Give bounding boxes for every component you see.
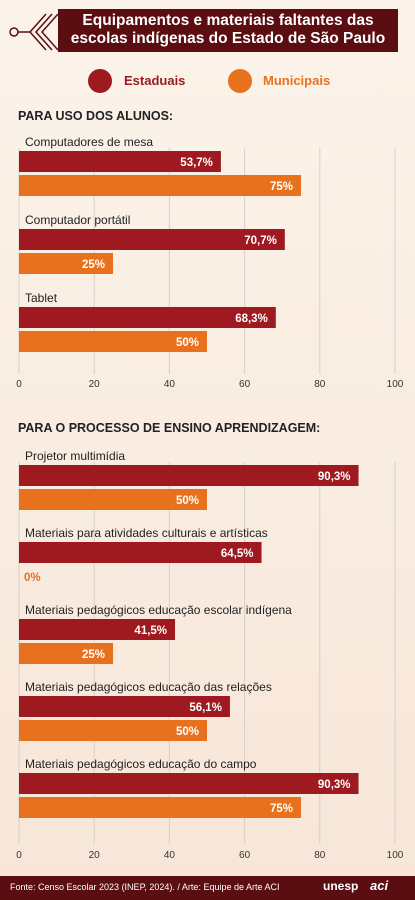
- category-label: Materiais pedagógicos educação do campo: [25, 757, 257, 771]
- category-label: Materiais para atividades culturais e ar…: [25, 526, 268, 540]
- data-label: 25%: [82, 649, 105, 661]
- footer-source: Fonte: Censo Escolar 2023 (INEP, 2024). …: [10, 882, 280, 892]
- data-label: 75%: [270, 803, 293, 815]
- legend-swatch-municipais: [228, 69, 252, 93]
- bar-estaduais: [19, 619, 176, 640]
- bar-estaduais: [19, 151, 221, 172]
- x-tick-label: 20: [89, 379, 101, 390]
- data-label: 50%: [176, 337, 199, 349]
- data-label: 0%: [24, 572, 41, 584]
- category-label: Tablet: [25, 291, 58, 305]
- data-label: 41,5%: [134, 625, 167, 637]
- x-tick-label: 40: [164, 850, 176, 861]
- bar-estaduais: [19, 465, 359, 486]
- header-ornament: [9, 13, 59, 51]
- bar-estaduais: [19, 307, 276, 328]
- bar-municipais: [19, 175, 301, 196]
- x-tick-label: 100: [387, 850, 404, 861]
- x-tick-label: 20: [89, 850, 101, 861]
- category-label: Computador portátil: [25, 213, 130, 227]
- aci-logo: aci: [370, 878, 389, 893]
- bar-municipais: [19, 797, 301, 818]
- bar-estaduais: [19, 229, 285, 250]
- chart-title-line-2: escolas indígenas do Estado de São Paulo: [70, 30, 386, 47]
- bar-municipais: [19, 489, 207, 510]
- category-label: Materiais pedagógicos educação escolar i…: [25, 603, 292, 617]
- bar-municipais: [19, 253, 113, 274]
- data-label: 90,3%: [318, 471, 351, 483]
- bar-estaduais: [19, 696, 230, 717]
- data-label: 25%: [82, 259, 105, 271]
- data-label: 90,3%: [318, 779, 351, 791]
- category-label: Computadores de mesa: [25, 135, 153, 149]
- bar-charts: 0 20 40 60 80 100 Computadores de mesa 53,7% 75%…: [16, 135, 404, 861]
- section-title-alunos: PARA USO DOS ALUNOS:: [18, 109, 174, 123]
- x-tick-label: 80: [314, 379, 326, 390]
- x-tick-label: 0: [16, 379, 22, 390]
- x-tick-label: 60: [239, 379, 251, 390]
- bar-estaduais: [19, 773, 359, 794]
- chart-title-banner: Equipamentos e materiais faltantes das e…: [58, 9, 398, 52]
- x-tick-label: 0: [16, 850, 22, 861]
- data-label: 56,1%: [189, 702, 222, 714]
- chart-title-line-1: Equipamentos e materiais faltantes das: [82, 12, 374, 29]
- data-label: 68,3%: [235, 313, 268, 325]
- unesp-logo: unesp: [323, 879, 359, 893]
- legend-label-municipais: Municipais: [263, 73, 331, 88]
- legend-swatch-estaduais: [88, 69, 112, 93]
- footer: Fonte: Censo Escolar 2023 (INEP, 2024). …: [0, 876, 415, 900]
- category-label: Projetor multimídia: [25, 449, 125, 463]
- x-tick-label: 60: [239, 850, 251, 861]
- bar-municipais: [19, 643, 113, 664]
- bar-municipais: [19, 331, 207, 352]
- bar-municipais: [19, 720, 207, 741]
- data-label: 75%: [270, 181, 293, 193]
- data-label: 64,5%: [221, 548, 254, 560]
- data-label: 70,7%: [244, 235, 277, 247]
- category-label: Materiais pedagógicos educação das relaç…: [25, 680, 272, 694]
- bar-estaduais: [19, 542, 262, 563]
- legend-label-estaduais: Estaduais: [124, 73, 186, 88]
- x-tick-label: 80: [314, 850, 326, 861]
- x-tick-label: 40: [164, 379, 176, 390]
- data-label: 50%: [176, 726, 199, 738]
- section-title-ensino: PARA O PROCESSO DE ENSINO APRENDIZAGEM:: [18, 421, 321, 435]
- data-label: 53,7%: [180, 157, 213, 169]
- data-label: 50%: [176, 495, 199, 507]
- x-tick-label: 100: [387, 379, 404, 390]
